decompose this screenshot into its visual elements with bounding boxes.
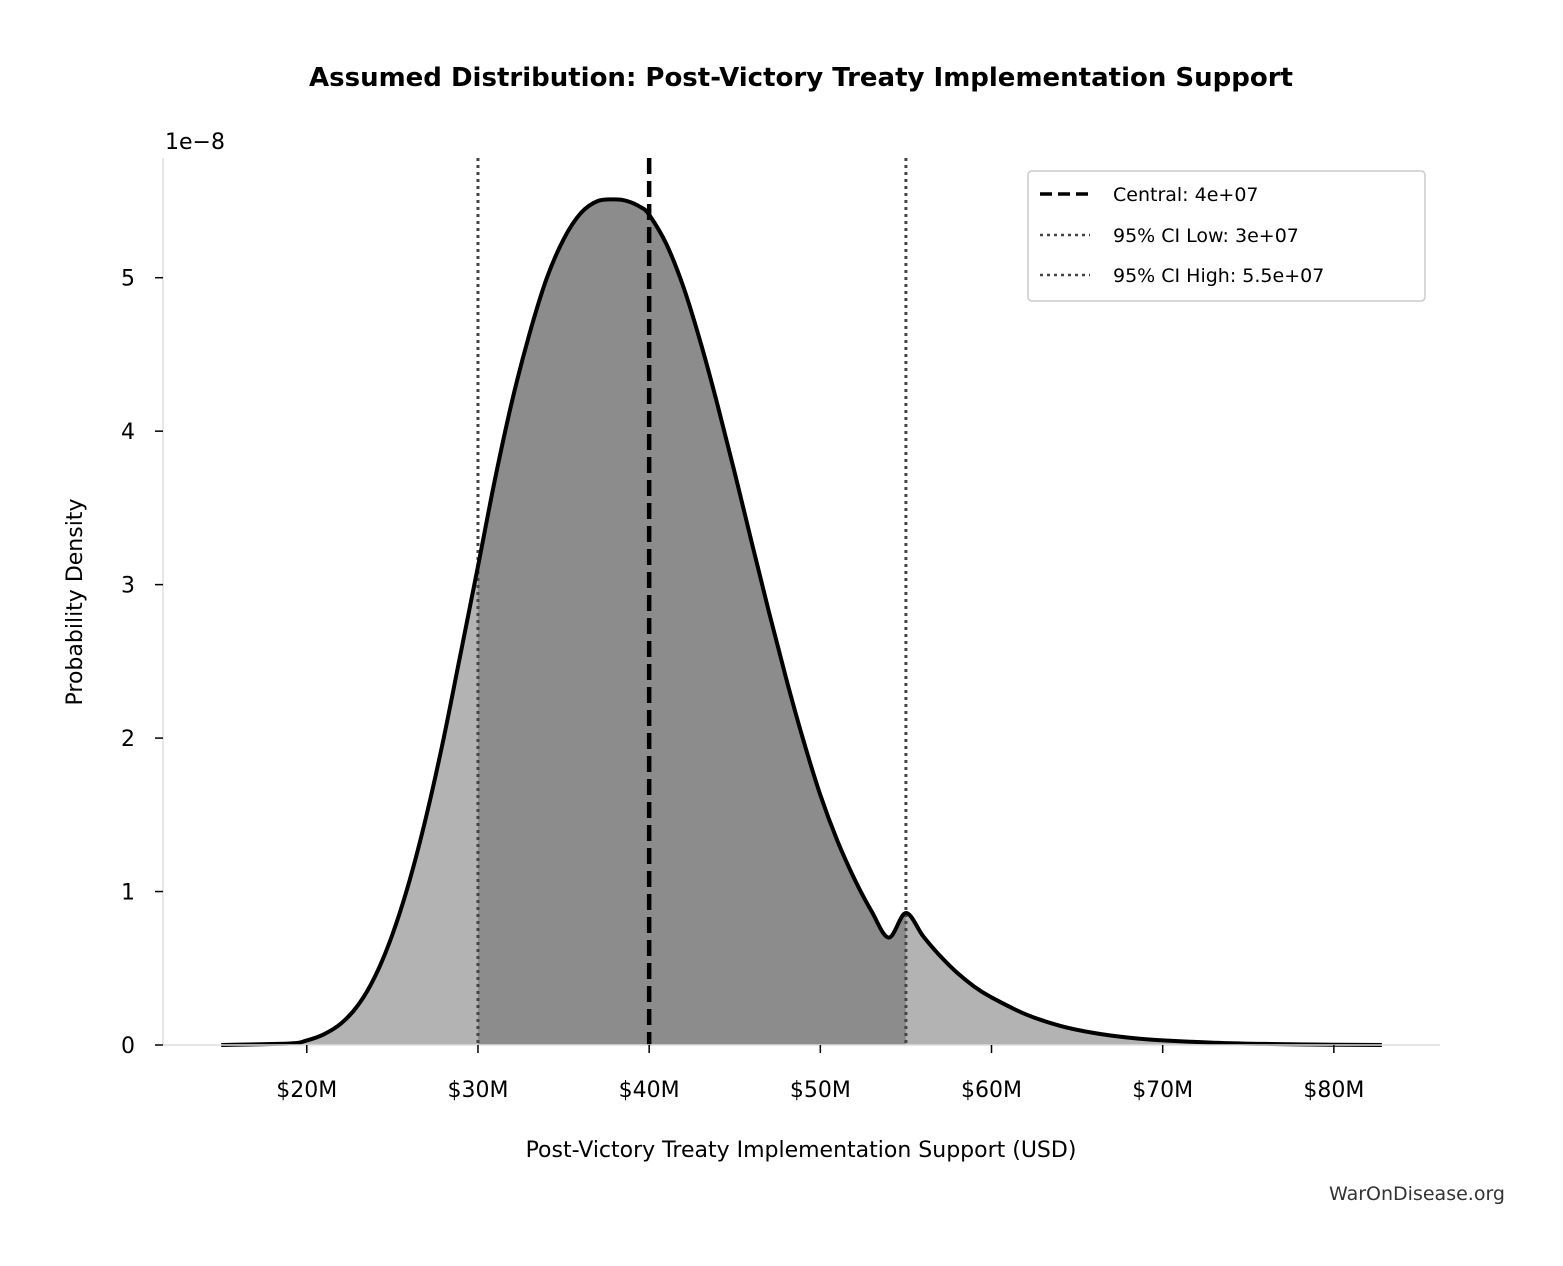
x-tick-label: $30M bbox=[447, 1078, 508, 1103]
x-axis-label: Post-Victory Treaty Implementation Suppo… bbox=[526, 1138, 1077, 1163]
x-tick-label: $20M bbox=[276, 1078, 337, 1103]
x-tick-label: $80M bbox=[1303, 1078, 1364, 1103]
y-tick-label: 5 bbox=[121, 267, 135, 292]
chart-title: Assumed Distribution: Post-Victory Treat… bbox=[309, 63, 1293, 93]
y-axis-label: Probability Density bbox=[63, 499, 88, 706]
legend-box bbox=[1027, 170, 1426, 302]
x-axis-ticks: $20M $30M $40M $50M $60M $70M $80M bbox=[276, 1045, 1364, 1103]
density-fill-ci bbox=[477, 199, 906, 1045]
y-tick-label: 0 bbox=[121, 1034, 135, 1059]
plot-area bbox=[221, 158, 1382, 1047]
density-curve bbox=[221, 197, 1382, 1047]
y-tick-label: 2 bbox=[121, 727, 135, 752]
legend-ci-high-label: 95% CI High: 5.5e+07 bbox=[1113, 265, 1324, 287]
x-tick-label: $40M bbox=[619, 1078, 680, 1103]
x-tick-label: $50M bbox=[790, 1078, 851, 1103]
x-tick-label: $70M bbox=[1132, 1078, 1193, 1103]
watermark: WarOnDisease.org bbox=[1329, 1183, 1505, 1205]
y-tick-label: 3 bbox=[121, 574, 135, 599]
y-tick-label: 1 bbox=[121, 881, 135, 906]
y-axis-ticks: 0 1 2 3 4 5 bbox=[121, 267, 163, 1059]
y-scale-offset-label: 1e−8 bbox=[165, 130, 225, 155]
legend-central-label: Central: 4e+07 bbox=[1113, 184, 1259, 206]
x-tick-label: $60M bbox=[961, 1078, 1022, 1103]
y-tick-label: 4 bbox=[121, 420, 135, 445]
legend-ci-low-label: 95% CI Low: 3e+07 bbox=[1113, 225, 1299, 247]
legend: Central: 4e+07 95% CI Low: 3e+07 95% CI … bbox=[1027, 170, 1426, 302]
